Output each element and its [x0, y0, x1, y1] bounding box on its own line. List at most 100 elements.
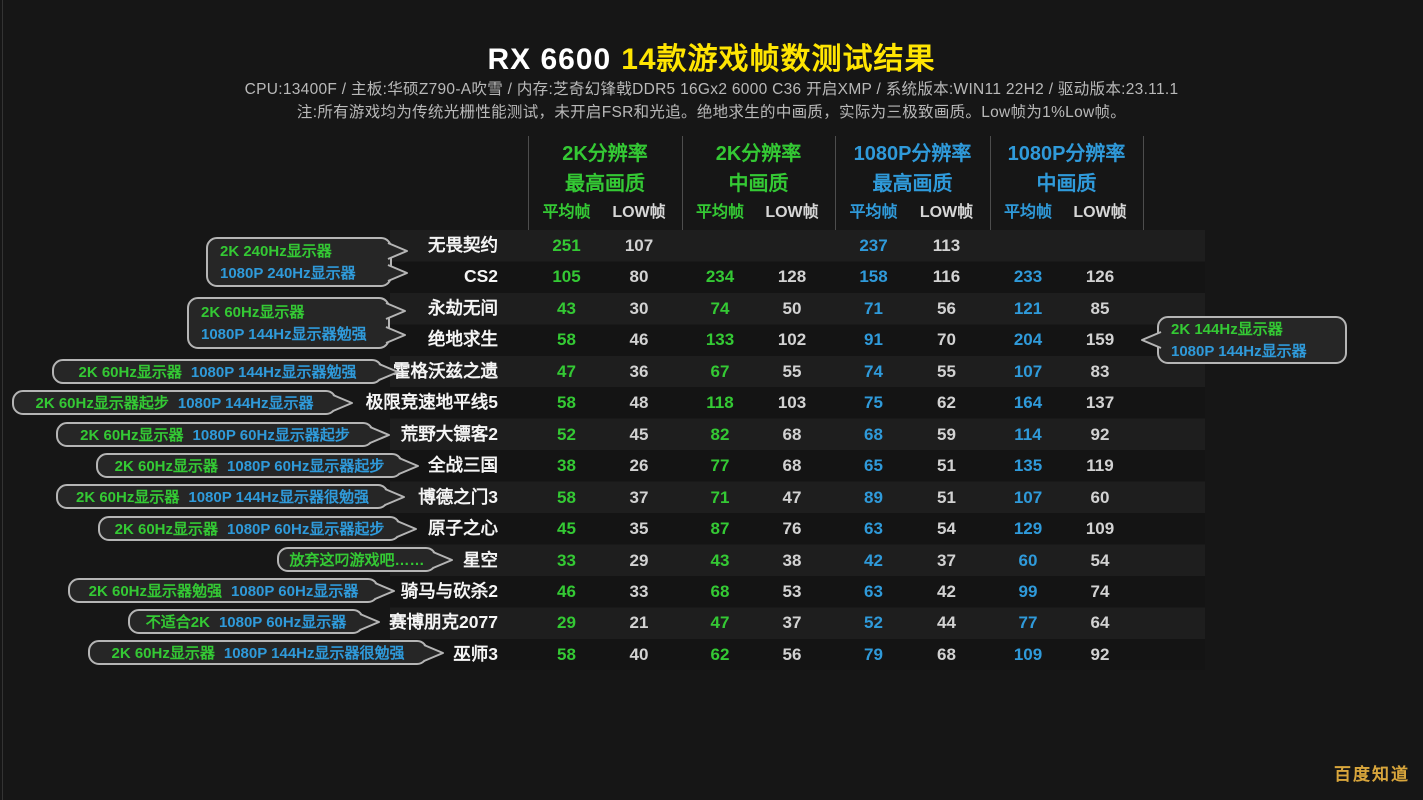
fps-cell: 55 — [937, 361, 956, 381]
callout-text-2k: 2K 60Hz显示器 — [114, 521, 219, 538]
game-name: 赛博朋克2077 — [389, 612, 498, 633]
fps-cell: 46 — [629, 330, 649, 350]
fps-cell: 63 — [864, 519, 883, 539]
game-name: 星空 — [463, 549, 498, 570]
fps-cell: 58 — [557, 330, 576, 350]
game-row: 星空 33 29 43 38 42 37 60 54 — [0, 545, 1423, 576]
fps-cell: 80 — [629, 267, 649, 287]
fps-cell: 60 — [1090, 487, 1110, 507]
group-title-line2: 最高画质 — [565, 173, 645, 195]
group-title-line1: 1080P分辨率 — [1007, 143, 1126, 165]
callout-cyberpunk2077: 不适合2K 1080P 60Hz显示器 — [128, 609, 380, 634]
subheader-low: LOW帧 — [1073, 204, 1127, 221]
fps-cell: 204 — [1013, 330, 1043, 350]
fps-cell: 47 — [782, 487, 802, 507]
game-row: 绝地求生 58 46 133 102 91 70 204 159 — [0, 324, 1423, 355]
fps-cell: 91 — [864, 330, 883, 350]
fps-cell: 116 — [932, 267, 961, 287]
game-name: 霍格沃兹之遗 — [393, 360, 498, 381]
fps-cell: 107 — [1013, 487, 1043, 507]
fps-cell: 87 — [710, 519, 730, 539]
callout-text-1080p: 1080P 144Hz显示器很勉强 — [223, 645, 405, 662]
callout-text-1080p: 1080P 144Hz显示器很勉强 — [188, 489, 369, 506]
callout-text-1080p: 1080P 144Hz显示器 — [1171, 342, 1307, 360]
fps-cell: 85 — [1090, 298, 1110, 318]
fps-cell: 128 — [777, 267, 807, 287]
callout-hogwarts: 2K 60Hz显示器 1080P 144Hz显示器勉强 — [52, 359, 399, 384]
fps-cell: 99 — [1018, 581, 1038, 601]
fps-cell: 62 — [710, 644, 730, 664]
group-title-line2: 中画质 — [1036, 173, 1097, 195]
game-name: 骑马与砍杀2 — [400, 580, 498, 601]
callout-arrow-icon — [432, 550, 453, 569]
callout-arrow-icon — [1141, 331, 1162, 349]
group-title-line2: 最高画质 — [872, 173, 953, 195]
callout-arrow-icon — [378, 362, 399, 381]
callout-text-2k: 2K 60Hz显示器 — [114, 458, 219, 475]
column-group-2k-mid: 2K分辨率 中画质 — [682, 139, 835, 199]
row-stripes — [390, 230, 1205, 671]
watermark: 百度知道 — [1334, 765, 1410, 784]
fps-cell: 68 — [864, 424, 883, 444]
fps-cell: 77 — [1018, 613, 1038, 633]
game-name: 极限竞速地平线5 — [365, 392, 498, 413]
fps-cell: 37 — [629, 487, 649, 507]
fps-cell: 133 — [705, 330, 735, 350]
fps-cell: 107 — [1013, 361, 1043, 381]
fps-cell: 68 — [710, 581, 730, 601]
fps-cell: 164 — [1013, 393, 1043, 413]
fps-cell: 68 — [782, 456, 802, 476]
fps-cell: 64 — [1090, 613, 1110, 633]
subheader-low: LOW帧 — [612, 204, 666, 221]
callout-arrow-icon — [359, 612, 380, 631]
fps-cell: 76 — [782, 519, 802, 539]
fps-cell: 26 — [629, 456, 649, 476]
fps-cell: 68 — [782, 424, 802, 444]
callout-text-2k: 不适合2K — [145, 614, 210, 631]
fps-cell: 42 — [864, 550, 883, 570]
game-row: 极限竞速地平线5 58 48 118 103 75 62 164 137 — [0, 387, 1423, 418]
title-highlight: 14款游戏帧数测试结果 — [621, 43, 936, 76]
game-name: 荒野大镖客2 — [400, 423, 498, 444]
fps-cell: 159 — [1085, 330, 1115, 350]
fps-cell: 119 — [1086, 456, 1114, 476]
game-row: 原子之心 45 35 87 76 63 54 129 109 — [0, 513, 1423, 544]
fps-cell: 63 — [864, 581, 883, 601]
column-group-1080p-max: 1080P分辨率 最高画质 — [835, 139, 990, 199]
fps-cell: 30 — [629, 298, 649, 318]
fps-cell: 74 — [710, 298, 730, 318]
game-name: 博德之门3 — [418, 486, 498, 507]
game-name: 永劫无间 — [428, 297, 498, 318]
callout-total-war: 2K 60Hz显示器 1080P 60Hz显示器起步 — [96, 453, 419, 478]
callout-text-advice: 放弃这叼游戏吧…… — [289, 552, 425, 569]
callout-text-2k: 2K 60Hz显示器起步 — [35, 395, 169, 412]
fps-cell: 47 — [557, 361, 576, 381]
callout-arrow-icon — [396, 519, 417, 538]
test-note: 注:所有游戏均为传统光栅性能测试，未开启FSR和光追。绝地求生的中画质，实际为三… — [296, 104, 1127, 121]
game-row: 巫师3 58 40 62 56 79 68 109 92 — [0, 639, 1423, 670]
fps-cell: 58 — [557, 644, 576, 664]
callout-pubg-right: 2K 144Hz显示器 1080P 144Hz显示器 — [1141, 316, 1347, 364]
game-name: 巫师3 — [453, 643, 498, 664]
fps-cell: 68 — [937, 644, 956, 664]
fps-cell: 48 — [629, 393, 649, 413]
fps-cell: 107 — [624, 236, 654, 255]
callout-valorant-cs2: 2K 240Hz显示器 1080P 240Hz显示器 — [206, 237, 408, 287]
fps-cell: 55 — [782, 361, 802, 381]
fps-cell: 56 — [937, 298, 956, 318]
fps-cell: 113 — [932, 236, 961, 255]
fps-cell: 70 — [937, 330, 956, 350]
callout-bannerlord: 2K 60Hz显示器勉强 1080P 60Hz显示器 — [68, 578, 395, 603]
fps-cell: 82 — [710, 424, 730, 444]
callout-text-2k: 2K 240Hz显示器 — [220, 242, 332, 260]
callout-arrow-icon — [385, 326, 406, 344]
game-row: 荒野大镖客2 52 45 82 68 68 59 114 92 — [0, 419, 1423, 450]
callout-text-2k: 2K 60Hz显示器勉强 — [88, 583, 223, 600]
fps-cell: 118 — [706, 393, 734, 413]
callout-text-2k: 2K 60Hz显示器 — [78, 364, 182, 381]
group-title-line2: 中画质 — [728, 173, 789, 195]
fps-cell: 45 — [629, 424, 649, 444]
callout-atomic-heart: 2K 60Hz显示器 1080P 60Hz显示器起步 — [98, 516, 417, 541]
callout-bg3: 2K 60Hz显示器 1080P 144Hz显示器很勉强 — [56, 484, 405, 509]
fps-cell: 29 — [557, 613, 576, 633]
